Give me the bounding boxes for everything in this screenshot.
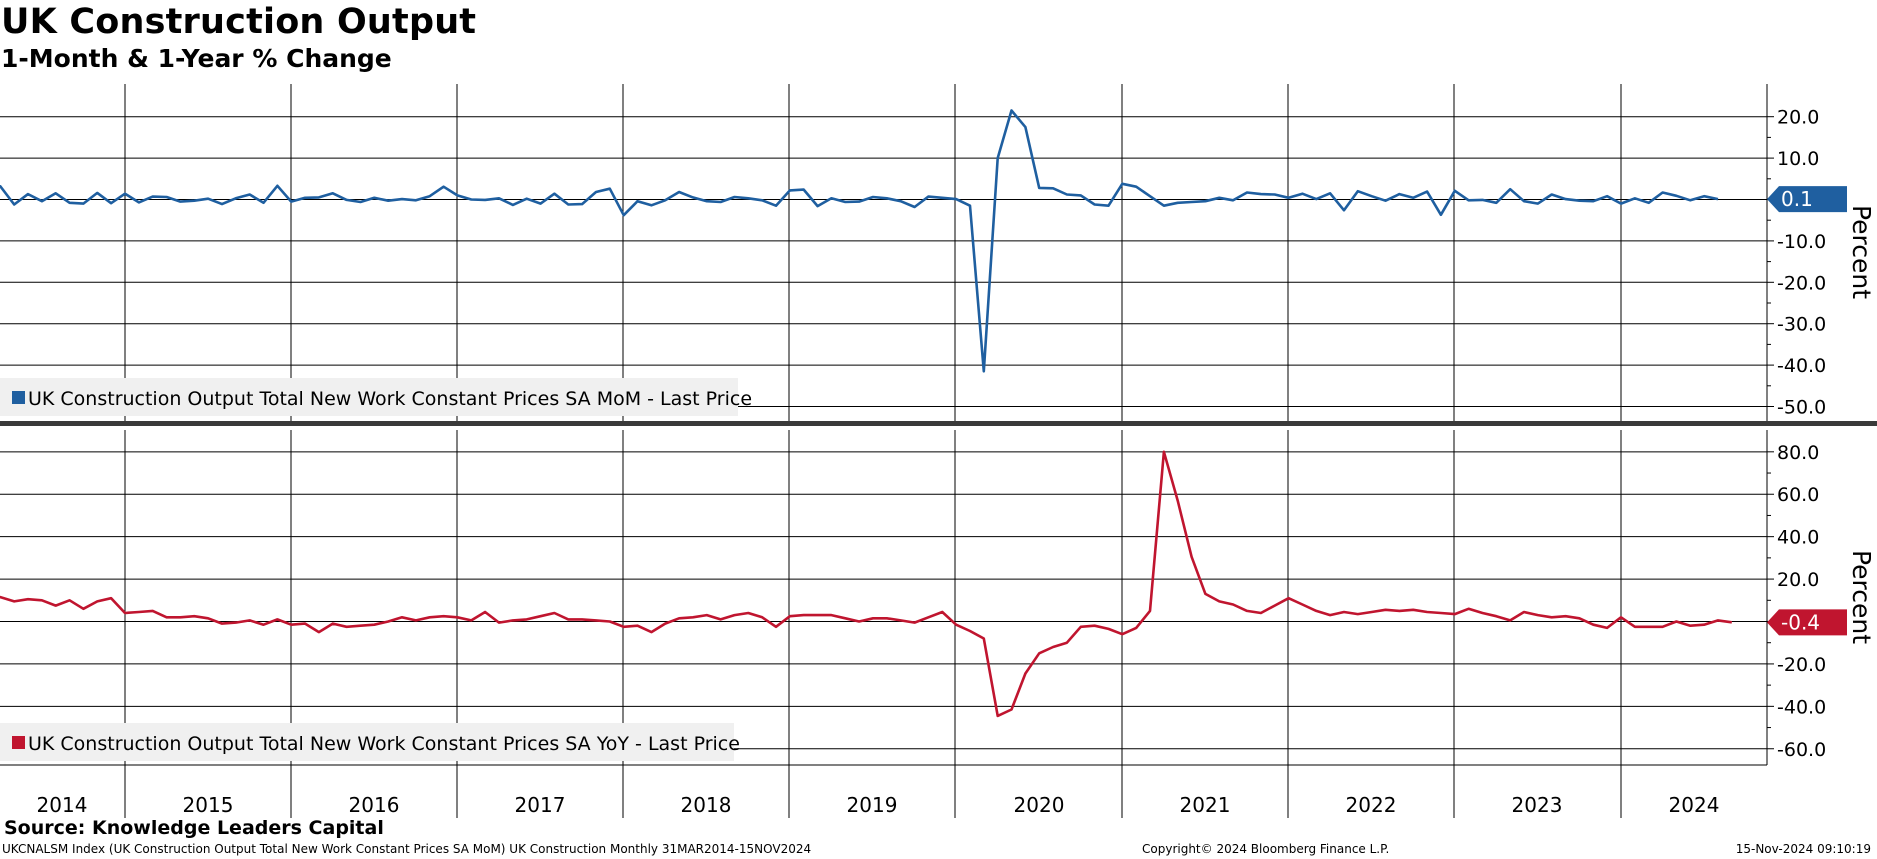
x-axis: 2014 2015 2016 2017 2018 2019 2020 2021 2022 2023… <box>0 764 1767 818</box>
y-tick-label: -20.0 <box>1777 654 1826 676</box>
y-tick-label: 20.0 <box>1777 569 1819 591</box>
footer-timestamp: 15-Nov-2024 09:10:19 <box>1735 842 1871 856</box>
footer-source: Source: Knowledge Leaders Capital <box>4 817 384 839</box>
y-tick-label: -10.0 <box>1777 231 1826 253</box>
last-value-label: -0.4 <box>1781 610 1820 634</box>
y-tick-label: 40.0 <box>1777 527 1819 549</box>
panel-divider <box>0 421 1877 426</box>
x-tick-label: 2021 <box>1180 793 1231 817</box>
legend-box <box>0 378 738 416</box>
y-tick-label: -40.0 <box>1777 696 1826 718</box>
x-tick-label: 2023 <box>1512 793 1563 817</box>
x-tick-label: 2015 <box>183 793 234 817</box>
y-tick-label: 80.0 <box>1777 442 1819 464</box>
x-tick-label: 2017 <box>515 793 566 817</box>
x-tick-label: 2024 <box>1669 793 1720 817</box>
x-tick-label: 2014 <box>37 793 88 817</box>
y-tick-label: -20.0 <box>1777 272 1826 294</box>
panel-mom: 20.010.00.0-10.0-20.0-30.0-40.0-50.00.1U… <box>0 84 1876 421</box>
legend-swatch <box>12 391 25 404</box>
x-tick-label: 2022 <box>1346 793 1397 817</box>
x-tick-label: 2016 <box>349 793 400 817</box>
last-value-tag <box>1767 609 1847 636</box>
y-tick-label: 20.0 <box>1777 107 1819 129</box>
x-tick-label: 2018 <box>681 793 732 817</box>
legend-box <box>0 723 734 761</box>
legend-label: UK Construction Output Total New Work Co… <box>28 733 740 755</box>
panel-yoy: 80.060.040.020.00.0-20.0-40.0-60.0-0.4UK… <box>0 430 1876 765</box>
y-tick-label: -30.0 <box>1777 314 1826 336</box>
last-value-tag <box>1767 186 1847 213</box>
footer-copyright: Copyright© 2024 Bloomberg Finance L.P. <box>1142 842 1390 856</box>
chart-subtitle: 1-Month & 1-Year % Change <box>1 44 392 73</box>
series-line <box>0 109 1719 373</box>
y-axis-title: Percent <box>1847 205 1876 299</box>
legend-swatch <box>12 736 25 749</box>
footer-ticker-line: UKCNALSM Index (UK Construction Output T… <box>2 842 812 856</box>
last-value-label: 0.1 <box>1781 187 1813 211</box>
y-tick-label: 10.0 <box>1777 148 1819 170</box>
x-tick-label: 2019 <box>847 793 898 817</box>
chart-title: UK Construction Output <box>1 2 477 42</box>
y-tick-label: -60.0 <box>1777 739 1826 761</box>
series-line <box>0 450 1732 718</box>
y-axis-title: Percent <box>1847 550 1876 644</box>
y-tick-label: 60.0 <box>1777 484 1819 506</box>
legend-label: UK Construction Output Total New Work Co… <box>28 388 752 410</box>
x-tick-label: 2020 <box>1014 793 1065 817</box>
y-tick-label: -40.0 <box>1777 355 1826 377</box>
y-tick-label: -50.0 <box>1777 397 1826 419</box>
